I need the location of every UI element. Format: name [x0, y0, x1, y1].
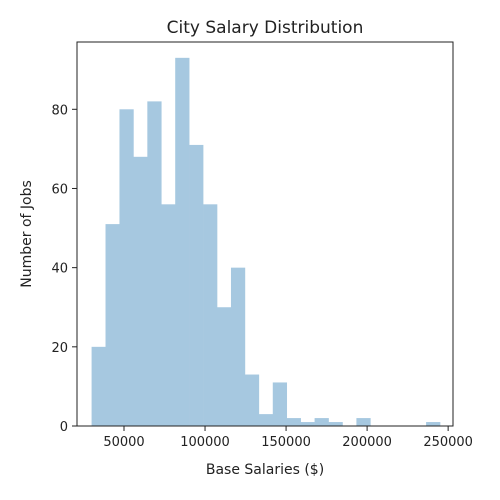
histogram-bar-2: [119, 109, 134, 427]
x-axis-label: Base Salaries ($): [206, 462, 324, 478]
x-tick-label-2: 150000: [261, 435, 311, 450]
histogram-bar-13: [272, 382, 288, 426]
y-tick-label-4: 80: [51, 103, 68, 118]
histogram-bar-14: [286, 418, 301, 426]
x-axis-ticks: 50000 100000 150000 200000 250000: [103, 426, 473, 450]
y-tick-label-1: 20: [51, 341, 68, 356]
histogram-bar-10: [230, 267, 246, 426]
histogram-bar-12: [258, 414, 274, 426]
histogram-bar-15: [300, 422, 315, 426]
y-tick-label-0: 0: [60, 420, 68, 435]
x-tick-label-3: 200000: [342, 435, 392, 450]
x-tick-label-4: 250000: [423, 435, 473, 450]
x-tick-label-1: 100000: [180, 435, 230, 450]
histogram-bar-4: [147, 101, 162, 427]
histogram-bar-6: [175, 57, 190, 426]
histogram-bar-9: [217, 307, 232, 426]
histogram-bar-17: [328, 422, 343, 426]
histogram-bar-11: [244, 374, 260, 426]
chart-title: City Salary Distribution: [167, 18, 364, 38]
histogram-bars: [91, 57, 441, 427]
y-axis-label: Number of Jobs: [19, 180, 35, 288]
y-tick-label-2: 40: [51, 262, 68, 277]
histogram-bar-7: [189, 144, 204, 426]
histogram-bar-5: [161, 204, 176, 426]
x-tick-label-0: 50000: [103, 435, 144, 450]
histogram-bar-19: [356, 418, 371, 426]
y-tick-label-3: 60: [51, 182, 68, 197]
histogram-bar-1: [105, 224, 120, 426]
histogram-bar-3: [133, 156, 148, 426]
histogram-bar-8: [203, 204, 218, 426]
histogram-bar-0: [91, 346, 106, 426]
histogram-bar-24: [426, 422, 441, 426]
histogram-bar-16: [314, 418, 329, 426]
y-axis-ticks: 0 20 40 60 80: [51, 103, 77, 435]
plot-frame: [76, 41, 454, 427]
